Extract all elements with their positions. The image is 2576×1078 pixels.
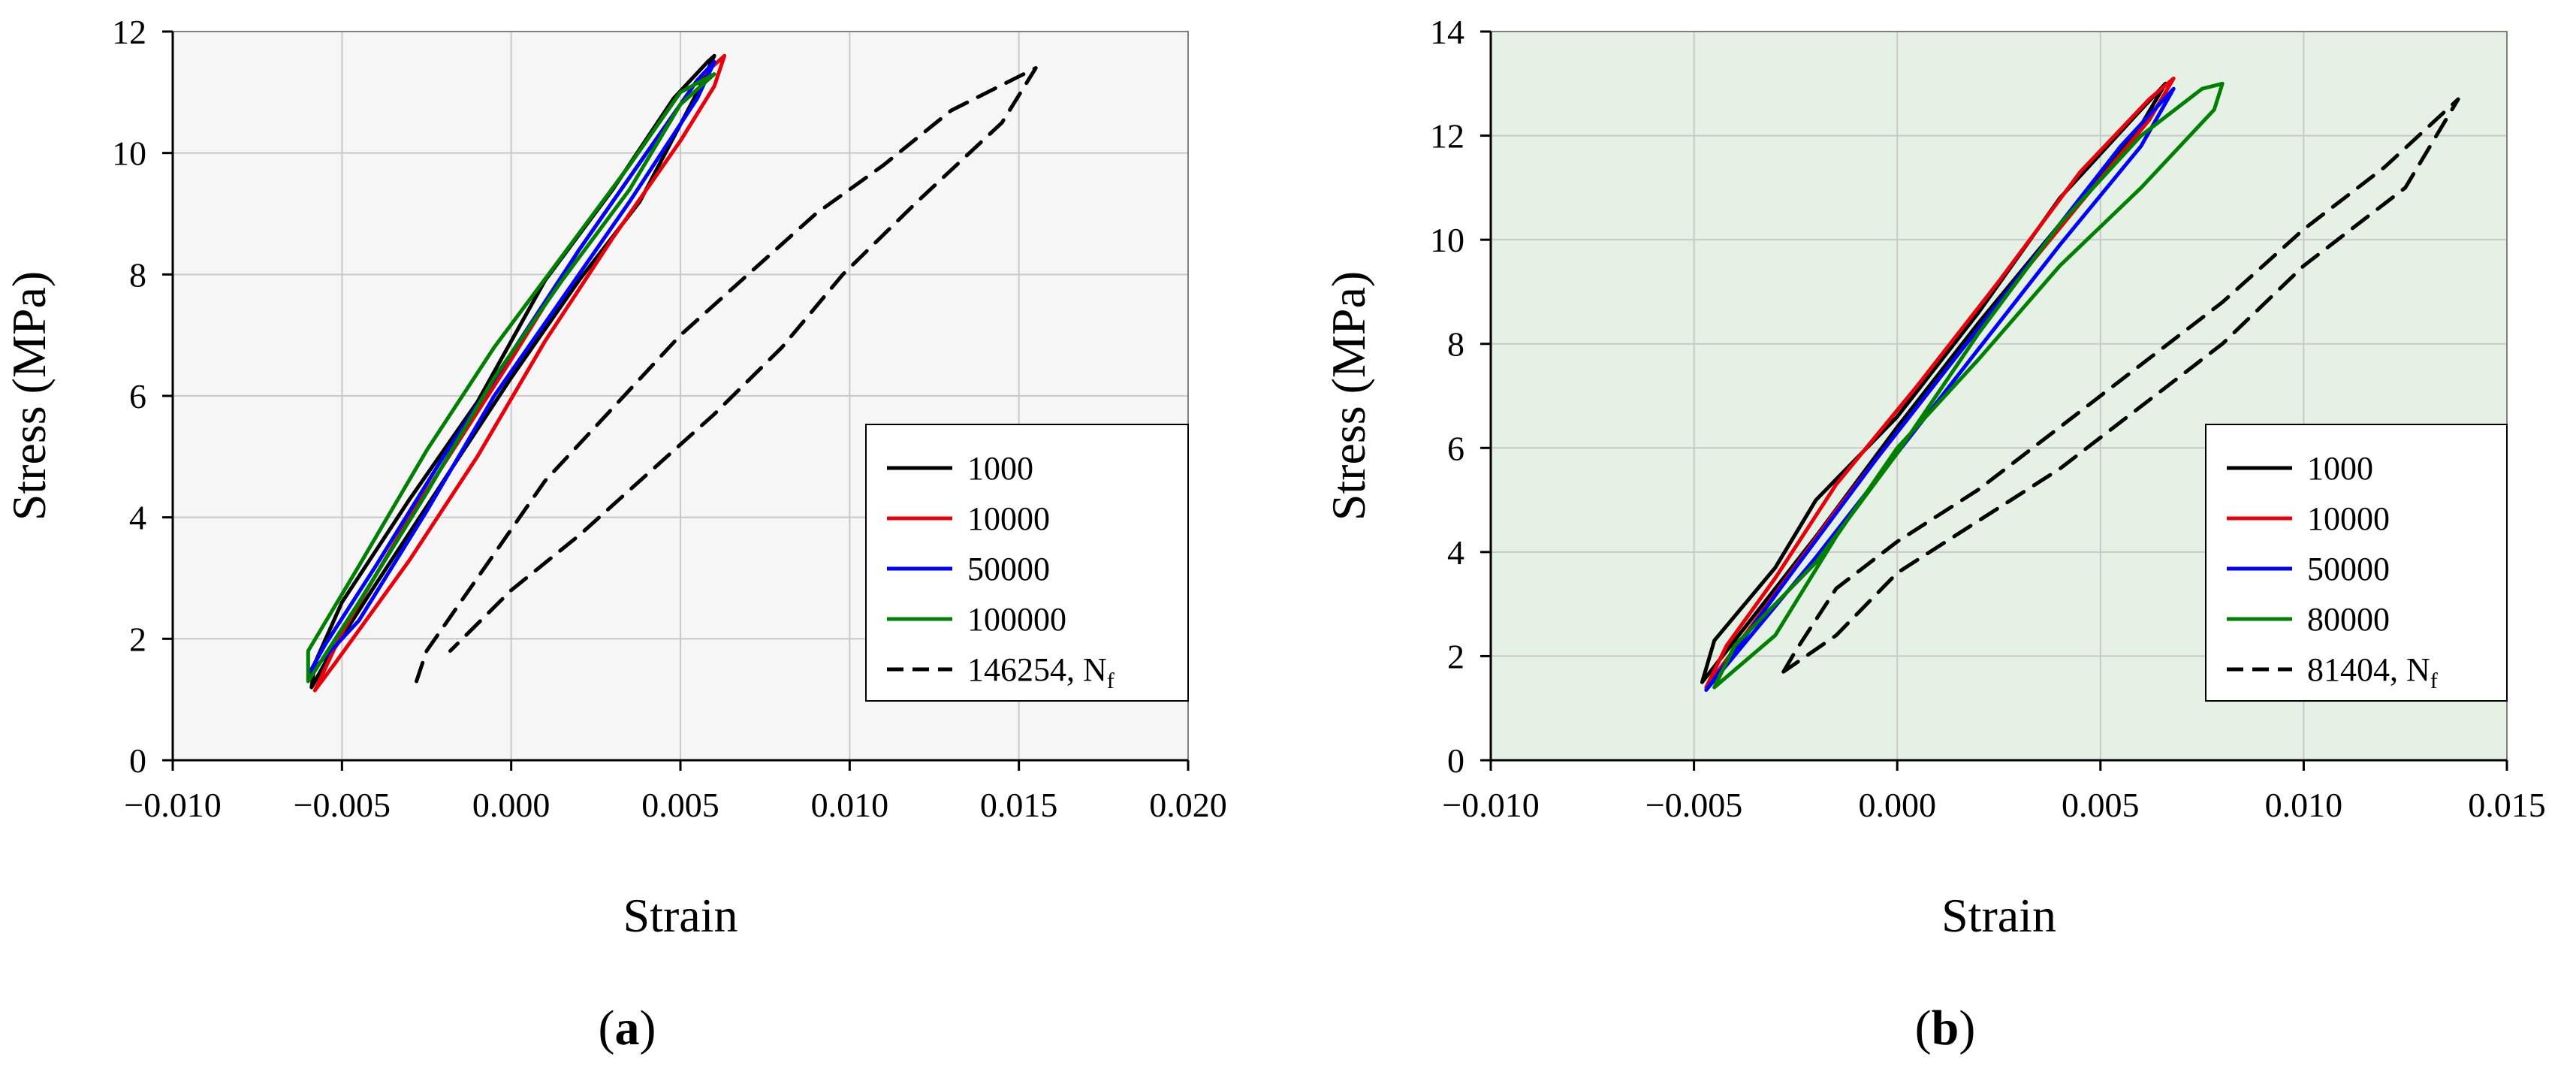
legend-label: 1000 bbox=[2307, 450, 2373, 487]
legend: 1000 10000 50000 80000 81404, Nf bbox=[2205, 424, 2508, 702]
series-line-50000 bbox=[1704, 86, 2176, 692]
x-tick-label: 0.015 bbox=[980, 786, 1058, 824]
y-tick-label: 6 bbox=[1447, 429, 1464, 467]
x-tick-label: 0.010 bbox=[811, 786, 889, 824]
legend-label: 146254, Nf bbox=[967, 651, 1115, 693]
y-axis-title: Stress (MPa) bbox=[1322, 271, 1375, 521]
y-tick-label: 12 bbox=[1430, 117, 1464, 156]
legend: 1000 10000 50000 100000 146254, Nf bbox=[865, 424, 1189, 702]
y-tick-label: 0 bbox=[129, 741, 146, 780]
x-tick-label: −0.010 bbox=[1442, 786, 1539, 824]
series-group bbox=[1700, 76, 2460, 692]
x-tick-label: −0.005 bbox=[294, 786, 391, 824]
legend-label: 10000 bbox=[967, 500, 1050, 537]
series-group bbox=[306, 53, 1038, 693]
legend-label: 1000 bbox=[967, 450, 1033, 487]
y-tick-label: 4 bbox=[1447, 533, 1464, 572]
legend-box bbox=[2205, 424, 2508, 702]
y-tick-label: 8 bbox=[129, 255, 146, 294]
legend-label: 50000 bbox=[2307, 551, 2390, 587]
x-tick-label: 0.005 bbox=[2062, 786, 2140, 824]
legend-label: 100000 bbox=[967, 601, 1066, 638]
y-axis-title: Stress (MPa) bbox=[2, 271, 56, 521]
x-tick-label: 0.000 bbox=[472, 786, 550, 824]
legend-box bbox=[865, 424, 1189, 702]
legend-label: 50000 bbox=[967, 551, 1050, 587]
chart-panel-b: −0.010 −0.005 0.000 0.005 0.010 0.015 0 2 4 6 8 10 1… bbox=[1322, 13, 2546, 1055]
x-tick-label: 0.005 bbox=[641, 786, 719, 824]
y-tick-label: 10 bbox=[112, 134, 146, 173]
x-tick-label: −0.010 bbox=[124, 786, 221, 824]
y-tick-label: 0 bbox=[1447, 741, 1464, 780]
figure-caption: (b) bbox=[1915, 1001, 1976, 1055]
series-line-100000 bbox=[306, 72, 716, 684]
x-axis-title: Strain bbox=[1941, 889, 2056, 942]
series-line-146254 bbox=[415, 66, 1038, 684]
y-tick-label: 2 bbox=[1447, 637, 1464, 675]
x-tick-label: 0.010 bbox=[2265, 786, 2343, 824]
y-tick-label: 12 bbox=[112, 13, 146, 51]
series-line-80000 bbox=[1712, 81, 2225, 690]
x-tick-label: −0.005 bbox=[1645, 786, 1742, 824]
y-tick-label: 2 bbox=[129, 620, 146, 658]
y-tick-label: 4 bbox=[129, 499, 146, 537]
y-tick-label: 14 bbox=[1430, 13, 1464, 51]
chart-panel-a: −0.010 −0.005 0.000 0.005 0.010 0.015 0.020 0 2 4… bbox=[2, 13, 1227, 1055]
x-tick-label: 0.015 bbox=[2468, 786, 2546, 824]
y-tick-label: 6 bbox=[129, 377, 146, 415]
y-tick-label: 10 bbox=[1430, 221, 1464, 259]
series-line-50000 bbox=[306, 59, 716, 678]
legend-label: 81404, Nf bbox=[2307, 651, 2438, 693]
legend-label: 10000 bbox=[2307, 500, 2390, 537]
figure-caption: (a) bbox=[599, 1001, 656, 1055]
legend-label: 80000 bbox=[2307, 601, 2390, 638]
series-line-81404 bbox=[1781, 97, 2460, 674]
x-tick-label: 0.000 bbox=[1858, 786, 1936, 824]
x-axis-title: Strain bbox=[623, 889, 738, 942]
x-tick-label: 0.020 bbox=[1149, 786, 1227, 824]
y-tick-label: 8 bbox=[1447, 325, 1464, 364]
